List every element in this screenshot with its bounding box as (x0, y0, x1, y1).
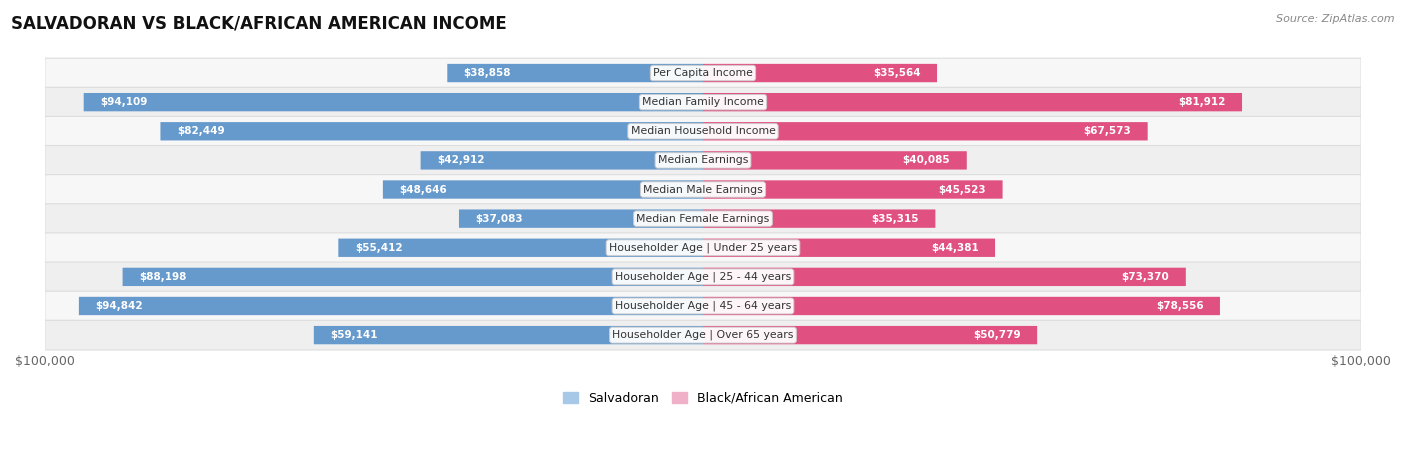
FancyBboxPatch shape (703, 210, 935, 228)
Text: Householder Age | 45 - 64 years: Householder Age | 45 - 64 years (614, 301, 792, 311)
Text: Median Earnings: Median Earnings (658, 156, 748, 165)
FancyBboxPatch shape (447, 64, 703, 82)
Text: Median Family Income: Median Family Income (643, 97, 763, 107)
Text: $94,109: $94,109 (100, 97, 148, 107)
FancyBboxPatch shape (79, 297, 703, 315)
FancyBboxPatch shape (45, 87, 1361, 117)
FancyBboxPatch shape (45, 116, 1361, 146)
Text: Source: ZipAtlas.com: Source: ZipAtlas.com (1277, 14, 1395, 24)
Text: $81,912: $81,912 (1178, 97, 1226, 107)
FancyBboxPatch shape (703, 64, 936, 82)
FancyBboxPatch shape (703, 151, 967, 170)
Text: $59,141: $59,141 (330, 330, 378, 340)
Text: SALVADORAN VS BLACK/AFRICAN AMERICAN INCOME: SALVADORAN VS BLACK/AFRICAN AMERICAN INC… (11, 14, 508, 32)
FancyBboxPatch shape (314, 326, 703, 344)
FancyBboxPatch shape (45, 262, 1361, 292)
FancyBboxPatch shape (703, 297, 1220, 315)
Text: Householder Age | Under 25 years: Householder Age | Under 25 years (609, 242, 797, 253)
FancyBboxPatch shape (339, 239, 703, 257)
FancyBboxPatch shape (458, 210, 703, 228)
Text: $48,646: $48,646 (399, 184, 447, 195)
Text: $73,370: $73,370 (1122, 272, 1170, 282)
FancyBboxPatch shape (703, 93, 1241, 111)
FancyBboxPatch shape (420, 151, 703, 170)
Text: $55,412: $55,412 (354, 243, 402, 253)
Text: $38,858: $38,858 (464, 68, 512, 78)
FancyBboxPatch shape (45, 320, 1361, 350)
Text: Median Female Earnings: Median Female Earnings (637, 213, 769, 224)
FancyBboxPatch shape (703, 326, 1038, 344)
FancyBboxPatch shape (84, 93, 703, 111)
FancyBboxPatch shape (45, 204, 1361, 234)
FancyBboxPatch shape (45, 58, 1361, 88)
FancyBboxPatch shape (382, 180, 703, 198)
Text: $82,449: $82,449 (177, 126, 225, 136)
FancyBboxPatch shape (45, 291, 1361, 321)
Text: $78,556: $78,556 (1156, 301, 1204, 311)
Text: $42,912: $42,912 (437, 156, 485, 165)
Text: $50,779: $50,779 (973, 330, 1021, 340)
Text: $35,564: $35,564 (873, 68, 921, 78)
Text: $88,198: $88,198 (139, 272, 187, 282)
FancyBboxPatch shape (703, 122, 1147, 141)
Text: Median Household Income: Median Household Income (630, 126, 776, 136)
FancyBboxPatch shape (703, 239, 995, 257)
FancyBboxPatch shape (703, 180, 1002, 198)
Text: Householder Age | Over 65 years: Householder Age | Over 65 years (612, 330, 794, 340)
Text: $37,083: $37,083 (475, 213, 523, 224)
FancyBboxPatch shape (703, 268, 1185, 286)
FancyBboxPatch shape (45, 175, 1361, 205)
Text: $44,381: $44,381 (931, 243, 979, 253)
FancyBboxPatch shape (160, 122, 703, 141)
FancyBboxPatch shape (122, 268, 703, 286)
Text: $35,315: $35,315 (872, 213, 920, 224)
Text: Median Male Earnings: Median Male Earnings (643, 184, 763, 195)
Text: Householder Age | 25 - 44 years: Householder Age | 25 - 44 years (614, 272, 792, 282)
Text: $45,523: $45,523 (938, 184, 986, 195)
Legend: Salvadoran, Black/African American: Salvadoran, Black/African American (558, 387, 848, 410)
Text: $67,573: $67,573 (1084, 126, 1132, 136)
Text: Per Capita Income: Per Capita Income (652, 68, 754, 78)
FancyBboxPatch shape (45, 233, 1361, 262)
Text: $94,842: $94,842 (96, 301, 143, 311)
Text: $40,085: $40,085 (903, 156, 950, 165)
FancyBboxPatch shape (45, 146, 1361, 175)
